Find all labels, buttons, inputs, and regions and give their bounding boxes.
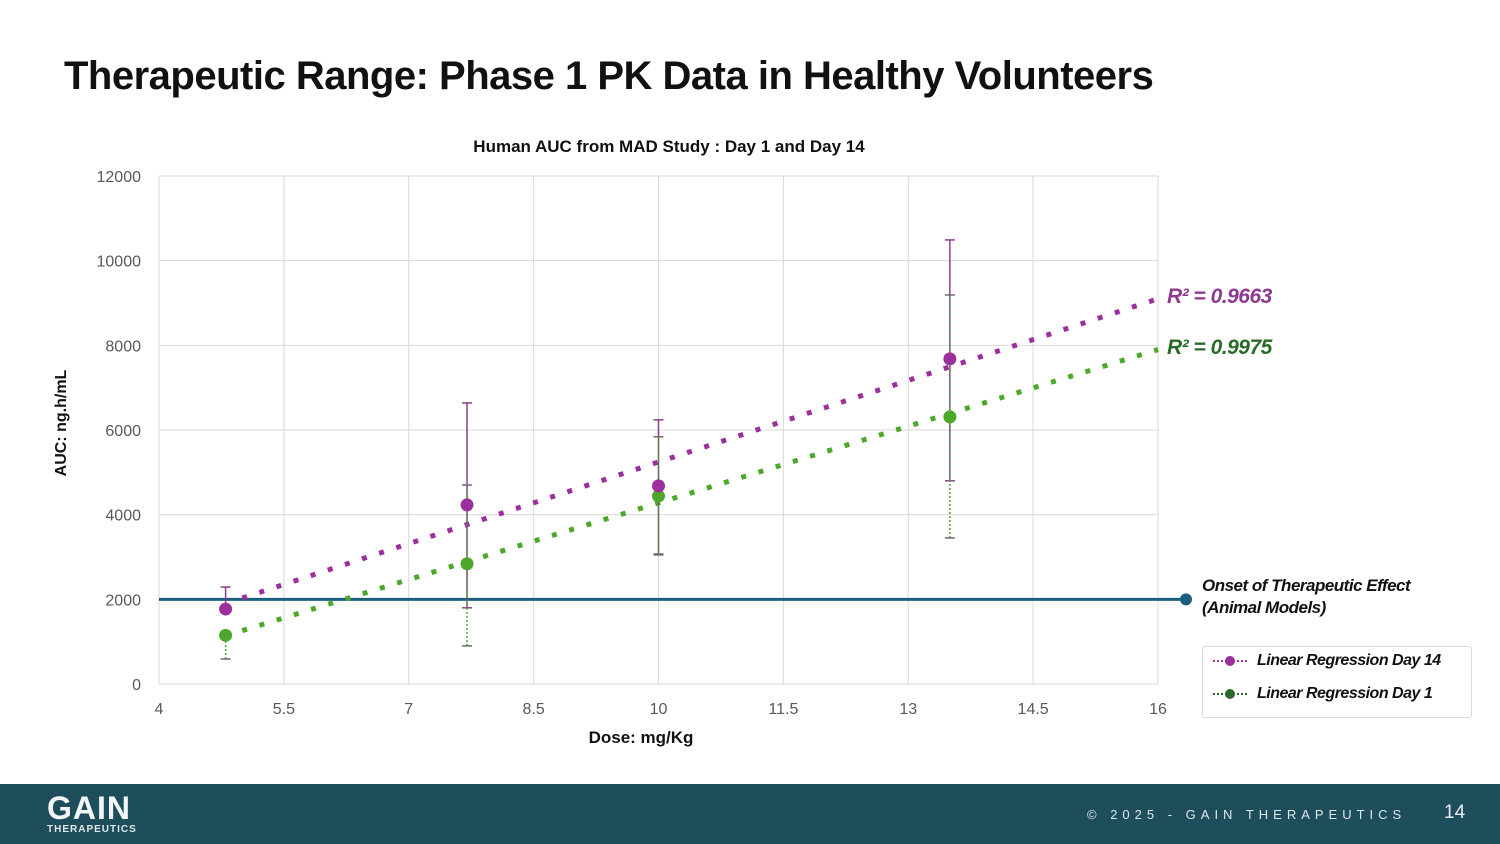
data-point-day-14 [943,352,957,366]
data-point-day-1 [219,628,233,642]
auc-chart: Human AUC from MAD Study : Day 1 and Day… [53,137,1192,747]
x-tick-label: 13 [899,701,917,718]
y-tick-label: 10000 [97,254,142,271]
y-tick-label: 0 [132,677,141,694]
data-point-day-14 [460,498,474,512]
y-tick-label: 12000 [97,169,142,186]
footer-bar: GAIN THERAPEUTICS © 2025 - GAIN THERAPEU… [0,784,1500,844]
y-axis-label: AUC: ng.h/mL [53,369,70,476]
x-tick-label: 8.5 [523,701,545,718]
x-tick-label: 16 [1149,701,1167,718]
x-tick-label: 10 [650,701,668,718]
gain-logo: GAIN THERAPEUTICS [47,792,137,835]
onset-line2: (Animal Models) [1202,598,1326,617]
data-point-day-1 [652,489,665,503]
chart-title: Human AUC from MAD Study : Day 1 and Day… [473,137,865,156]
trend-lines [241,296,1159,634]
onset-annotation: Onset of Therapeutic Effect (Animal Mode… [1202,575,1411,619]
data-point-day-14 [652,479,665,493]
y-tick-label: 4000 [105,508,141,525]
legend-marker-day14-icon [1213,654,1247,668]
x-tick-label: 4 [155,701,164,718]
data-point-day-1 [460,557,474,571]
copyright-text: © 2025 - GAIN THERAPEUTICS [1087,807,1407,822]
y-tick-label: 2000 [105,592,141,609]
legend-item-day14: Linear Regression Day 14 [1213,652,1441,670]
legend-label-day14: Linear Regression Day 14 [1257,652,1441,669]
error-bars [220,239,955,660]
r2-day14-label: R² = 0.9663 [1167,285,1272,308]
legend-marker-day1-icon [1213,687,1247,701]
slide-title: Therapeutic Range: Phase 1 PK Data in He… [64,54,1154,98]
threshold-group [159,593,1192,606]
x-tick-label: 11.5 [768,701,798,718]
y-tick-label: 6000 [105,423,141,440]
x-tick-label: 5.5 [273,701,295,718]
r2-day1-label: R² = 0.9975 [1167,336,1272,359]
data-point-day-14 [219,602,233,616]
x-tick-label: 7 [404,701,413,718]
data-point-day-1 [943,410,957,424]
data-points [219,352,957,642]
x-axis-label: Dose: mg/Kg [589,728,694,747]
trend-line-day-1 [241,347,1159,634]
legend-item-day1: Linear Regression Day 1 [1213,685,1433,703]
y-axis-ticks: 0 2000 4000 6000 8000 10000 12000 [97,169,142,694]
x-axis-ticks: 4 5.5 7 8.5 10 11.5 13 14.5 16 [155,701,1167,718]
logo-subtext: THERAPEUTICS [47,824,137,835]
page-number: 14 [1444,802,1466,823]
chart-legend: Linear Regression Day 14 Linear Regressi… [1202,646,1472,718]
x-tick-label: 14.5 [1018,701,1049,718]
logo-wordmark: GAIN [47,790,131,826]
onset-line1: Onset of Therapeutic Effect [1202,576,1411,595]
trend-line-day-14 [241,296,1159,601]
y-tick-label: 8000 [105,338,141,355]
threshold-endpoint [1180,593,1192,606]
legend-label-day1: Linear Regression Day 1 [1257,685,1433,702]
